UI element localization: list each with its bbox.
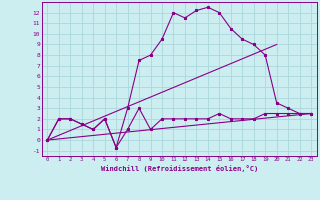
X-axis label: Windchill (Refroidissement éolien,°C): Windchill (Refroidissement éolien,°C) (100, 165, 258, 172)
